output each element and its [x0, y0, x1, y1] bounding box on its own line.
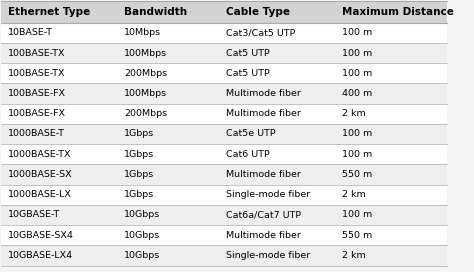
FancyBboxPatch shape: [1, 43, 447, 63]
FancyBboxPatch shape: [1, 205, 447, 225]
FancyBboxPatch shape: [1, 144, 447, 164]
Text: Cat5e UTP: Cat5e UTP: [227, 129, 276, 138]
Text: Cat6a/Cat7 UTP: Cat6a/Cat7 UTP: [227, 211, 301, 220]
FancyBboxPatch shape: [1, 245, 447, 265]
Text: 100BASE-TX: 100BASE-TX: [8, 69, 65, 78]
Text: 10Gbps: 10Gbps: [124, 251, 160, 260]
Text: 10Mbps: 10Mbps: [124, 28, 161, 37]
Text: 550 m: 550 m: [342, 231, 373, 240]
Text: 100 m: 100 m: [342, 129, 373, 138]
Text: 1000BASE-TX: 1000BASE-TX: [8, 150, 72, 159]
Text: 2 km: 2 km: [342, 190, 366, 199]
Text: 10GBASE-T: 10GBASE-T: [8, 211, 60, 220]
Text: 1Gbps: 1Gbps: [124, 150, 154, 159]
FancyBboxPatch shape: [1, 1, 447, 23]
Text: 400 m: 400 m: [342, 89, 373, 98]
Text: Bandwidth: Bandwidth: [124, 7, 187, 17]
Text: 100Mbps: 100Mbps: [124, 89, 167, 98]
Text: 100 m: 100 m: [342, 150, 373, 159]
Text: 1000BASE-T: 1000BASE-T: [8, 129, 65, 138]
Text: Multimode fiber: Multimode fiber: [227, 170, 301, 179]
Text: Maximum Distance: Maximum Distance: [342, 7, 454, 17]
Text: Cable Type: Cable Type: [227, 7, 291, 17]
FancyBboxPatch shape: [1, 164, 447, 185]
Text: Single-mode fiber: Single-mode fiber: [227, 190, 310, 199]
Text: 1Gbps: 1Gbps: [124, 170, 154, 179]
Text: 100 m: 100 m: [342, 48, 373, 57]
Text: Cat3/Cat5 UTP: Cat3/Cat5 UTP: [227, 28, 296, 37]
Text: 1000BASE-LX: 1000BASE-LX: [8, 190, 72, 199]
Text: Cat5 UTP: Cat5 UTP: [227, 69, 270, 78]
Text: Single-mode fiber: Single-mode fiber: [227, 251, 310, 260]
Text: 100BASE-FX: 100BASE-FX: [8, 109, 66, 118]
Text: 1Gbps: 1Gbps: [124, 129, 154, 138]
Text: 100 m: 100 m: [342, 69, 373, 78]
FancyBboxPatch shape: [1, 23, 447, 43]
Text: 10Gbps: 10Gbps: [124, 231, 160, 240]
Text: 100Mbps: 100Mbps: [124, 48, 167, 57]
Text: Cat5 UTP: Cat5 UTP: [227, 48, 270, 57]
Text: 550 m: 550 m: [342, 170, 373, 179]
FancyBboxPatch shape: [1, 104, 447, 124]
Text: Ethernet Type: Ethernet Type: [8, 7, 91, 17]
Text: 100 m: 100 m: [342, 28, 373, 37]
Text: 100BASE-TX: 100BASE-TX: [8, 48, 65, 57]
Text: 1Gbps: 1Gbps: [124, 190, 154, 199]
Text: Multimode fiber: Multimode fiber: [227, 89, 301, 98]
Text: 1000BASE-SX: 1000BASE-SX: [8, 170, 73, 179]
FancyBboxPatch shape: [1, 124, 447, 144]
Text: 200Mbps: 200Mbps: [124, 69, 167, 78]
FancyBboxPatch shape: [1, 63, 447, 84]
Text: 200Mbps: 200Mbps: [124, 109, 167, 118]
FancyBboxPatch shape: [1, 225, 447, 245]
Text: 2 km: 2 km: [342, 251, 366, 260]
FancyBboxPatch shape: [1, 84, 447, 104]
Text: 10BASE-T: 10BASE-T: [8, 28, 53, 37]
Text: Multimode fiber: Multimode fiber: [227, 109, 301, 118]
FancyBboxPatch shape: [1, 185, 447, 205]
Text: Cat6 UTP: Cat6 UTP: [227, 150, 270, 159]
Text: 10Gbps: 10Gbps: [124, 211, 160, 220]
Text: 10GBASE-LX4: 10GBASE-LX4: [8, 251, 73, 260]
Text: 100BASE-FX: 100BASE-FX: [8, 89, 66, 98]
Text: 2 km: 2 km: [342, 109, 366, 118]
Text: 10GBASE-SX4: 10GBASE-SX4: [8, 231, 74, 240]
Text: 100 m: 100 m: [342, 211, 373, 220]
Text: Multimode fiber: Multimode fiber: [227, 231, 301, 240]
